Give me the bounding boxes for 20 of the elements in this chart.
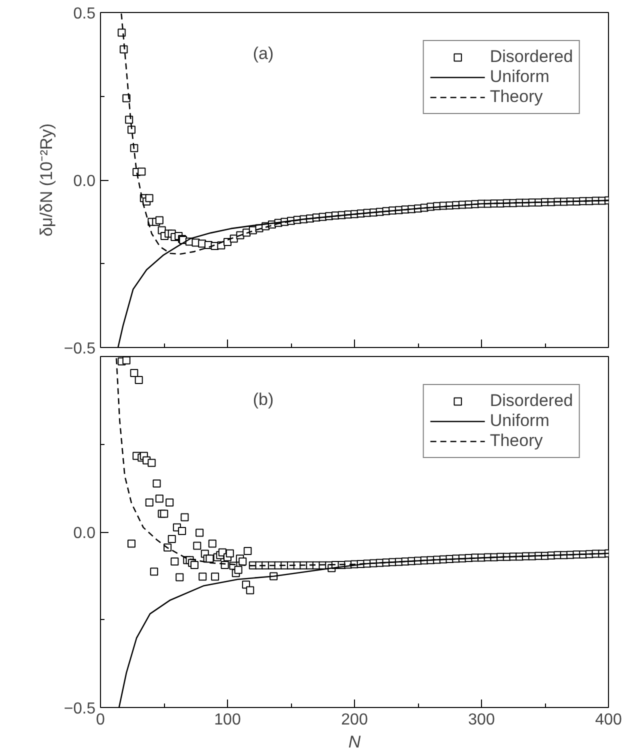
x-tick-label: 100 bbox=[214, 712, 241, 728]
legend-label: Disordered bbox=[490, 47, 573, 67]
x-tick-label: 300 bbox=[468, 712, 495, 728]
annotation: (a) bbox=[252, 44, 274, 63]
y-axis-title: δμ/δN (10⁻²Ry) bbox=[36, 123, 56, 237]
legend-label: Uniform bbox=[490, 67, 550, 87]
x-axis-title: N bbox=[348, 732, 362, 752]
y-tick-label: 0.0 bbox=[73, 525, 96, 542]
y-tick-label: 0.0 bbox=[73, 173, 96, 190]
legend-label: Theory bbox=[490, 87, 543, 107]
legend-label: Uniform bbox=[490, 411, 550, 431]
annotation: (b) bbox=[252, 390, 274, 410]
y-tick-label: −0.5 bbox=[64, 700, 96, 718]
legend-label: Theory bbox=[490, 431, 543, 451]
x-tick-label: 200 bbox=[341, 712, 368, 728]
x-tick-label: 0 bbox=[96, 712, 106, 728]
x-tick-label: 400 bbox=[595, 712, 622, 728]
legend-label: Disordered bbox=[490, 391, 573, 411]
y-tick-label: −0.5 bbox=[64, 340, 96, 358]
y-tick-label: 0.5 bbox=[73, 6, 96, 22]
